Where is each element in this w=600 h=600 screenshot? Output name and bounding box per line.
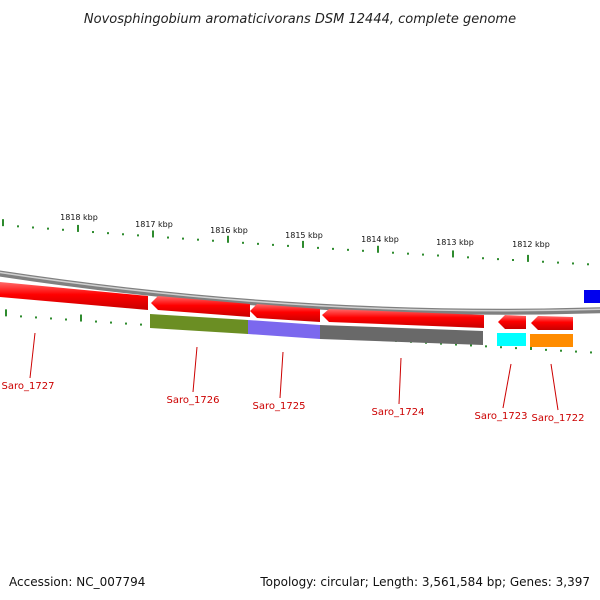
gene-arrow[interactable] (151, 296, 250, 317)
minor-tick (35, 316, 37, 319)
minor-tick (437, 254, 439, 257)
minor-tick (560, 349, 562, 352)
genome-backbone (0, 270, 600, 315)
minor-tick (107, 232, 109, 235)
minor-tick (497, 258, 499, 261)
minor-tick (167, 236, 169, 239)
kbp-label: 1816 kbp (210, 226, 248, 235)
gene-labels: Saro_1727 Saro_1726 Saro_1725 Saro_1724 … (2, 381, 585, 424)
minor-tick (65, 318, 67, 321)
minor-tick (212, 239, 214, 242)
minor-tick (572, 262, 574, 265)
kbp-label: 1814 kbp (361, 235, 399, 244)
minor-tick (392, 251, 394, 254)
gene-saro-1726[interactable] (150, 314, 248, 334)
gene-saro-1724[interactable] (320, 325, 483, 345)
minor-tick (50, 317, 52, 320)
minor-tick (140, 323, 142, 326)
major-tick (227, 235, 229, 243)
kbp-label: 1815 kbp (285, 231, 323, 240)
gene-label[interactable]: Saro_1722 (532, 413, 585, 424)
minor-tick (515, 347, 517, 350)
kbp-label: 1817 kbp (135, 220, 173, 229)
major-tick (302, 240, 304, 248)
gene-label[interactable]: Saro_1726 (167, 395, 220, 406)
kbp-label: 1813 kbp (436, 238, 474, 247)
minor-tick (242, 241, 244, 244)
minor-tick (20, 315, 22, 318)
minor-tick (317, 246, 319, 249)
minor-tick (482, 257, 484, 260)
gene-saro-1722[interactable] (530, 334, 573, 347)
minor-tick (587, 263, 589, 266)
gene-arrow[interactable] (498, 315, 526, 329)
minor-tick (422, 253, 424, 256)
minor-tick (332, 247, 334, 250)
major-tick (527, 254, 529, 262)
minor-tick (362, 249, 364, 252)
genome-title: Novosphingobium aromaticivorans DSM 1244… (84, 12, 516, 27)
gene-label[interactable]: Saro_1725 (253, 401, 306, 412)
minor-tick (122, 233, 124, 236)
accession-text: Accession: NC_007794 (9, 575, 145, 589)
minor-tick (500, 346, 502, 349)
minor-tick (470, 344, 472, 347)
gene-saro-1725[interactable] (248, 320, 320, 339)
minor-tick (95, 320, 97, 323)
major-tick (452, 250, 454, 258)
major-tick (5, 309, 7, 317)
minor-tick (512, 259, 514, 262)
gene-arrow[interactable] (322, 309, 484, 328)
minor-tick (182, 237, 184, 240)
reverse-strand-features (150, 314, 573, 347)
minor-tick (440, 342, 442, 345)
minor-tick (557, 261, 559, 264)
minor-tick (197, 238, 199, 241)
major-tick (377, 245, 379, 253)
gene-arrow[interactable] (531, 316, 573, 330)
minor-tick (17, 225, 19, 228)
gene-saro-1727[interactable] (0, 282, 148, 310)
gene-label[interactable]: Saro_1727 (2, 381, 55, 392)
minor-tick (272, 243, 274, 246)
kbp-label: 1812 kbp (512, 240, 550, 249)
kbp-label: 1818 kbp (60, 213, 98, 222)
genome-summary-text: Topology: circular; Length: 3,561,584 bp… (259, 575, 590, 589)
minor-tick (575, 350, 577, 353)
major-tick (152, 230, 154, 238)
minor-tick (62, 228, 64, 231)
minor-tick (590, 351, 592, 354)
minor-tick (467, 256, 469, 259)
edge-feature[interactable] (584, 290, 600, 303)
gene-arrow[interactable] (250, 304, 320, 322)
minor-tick (110, 321, 112, 324)
minor-tick (92, 231, 94, 234)
minor-tick (542, 260, 544, 263)
minor-tick (287, 244, 289, 247)
minor-tick (407, 252, 409, 255)
minor-tick (485, 345, 487, 348)
gene-label[interactable]: Saro_1724 (372, 407, 425, 418)
major-tick (77, 224, 79, 232)
gene-label[interactable]: Saro_1723 (475, 411, 528, 422)
minor-tick (545, 348, 547, 351)
minor-tick (137, 234, 139, 237)
major-tick (80, 314, 82, 322)
major-tick (2, 219, 4, 227)
minor-tick (47, 227, 49, 230)
minor-tick (32, 226, 34, 229)
gene-leader-lines (29, 332, 559, 411)
minor-tick (347, 248, 349, 251)
forward-strand-features (0, 282, 600, 330)
minor-tick (257, 242, 259, 245)
gene-saro-1723[interactable] (497, 333, 526, 346)
kbp-labels: 1818 kbp 1817 kbp 1816 kbp 1815 kbp 1814… (60, 213, 550, 249)
minor-tick (125, 322, 127, 325)
